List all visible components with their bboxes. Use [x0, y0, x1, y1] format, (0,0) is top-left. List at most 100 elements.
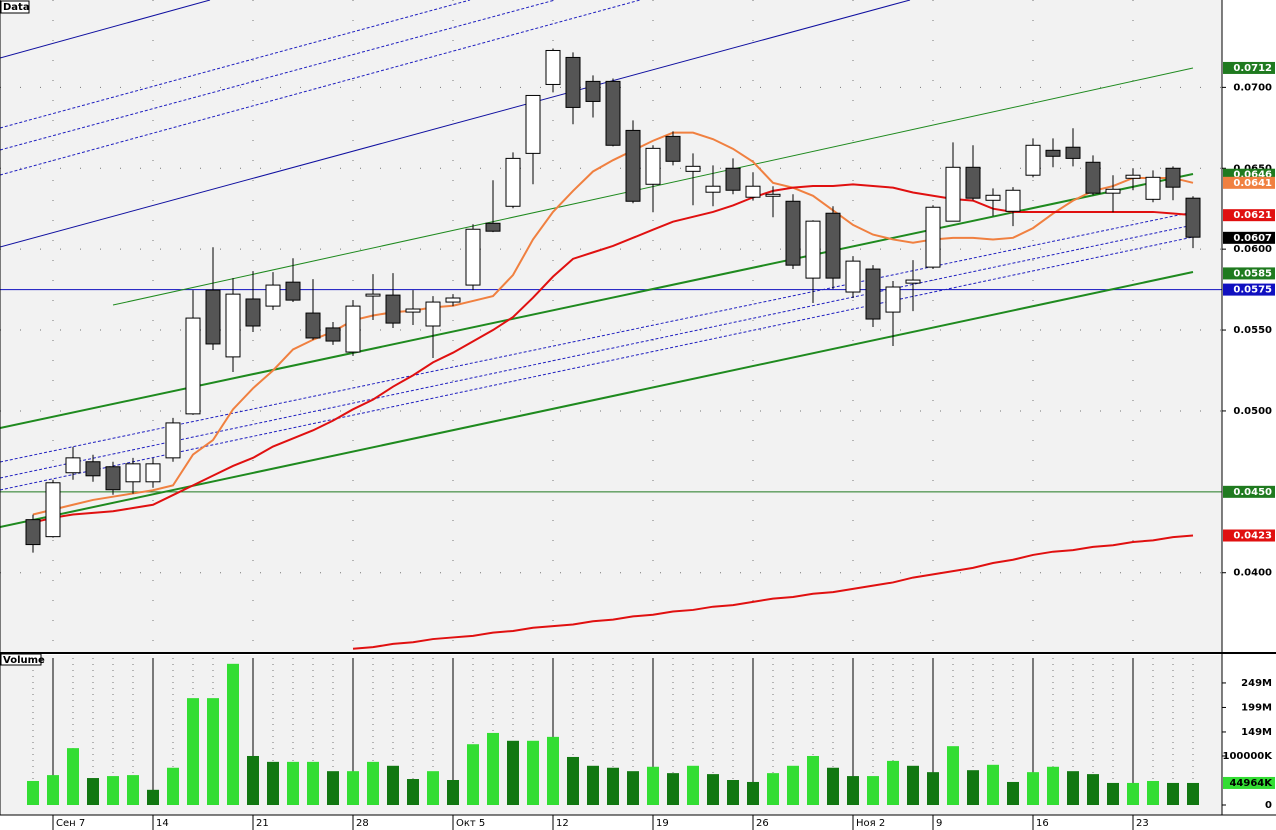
volume-bar [1007, 781, 1019, 805]
price-marker-label: 0.0641 [1233, 178, 1272, 189]
trend-line [0, 0, 641, 176]
volume-bar [927, 772, 939, 805]
candle-body [765, 193, 781, 197]
trend-line [0, 224, 1194, 479]
volume-bar [847, 776, 859, 805]
x-tick-label: 26 [756, 818, 769, 829]
volume-bar [147, 789, 159, 805]
price-marker-label: 0.0423 [1233, 531, 1272, 542]
pane-title: Volume [3, 655, 45, 666]
volume-bar [687, 765, 699, 805]
candle-body [445, 297, 461, 303]
volume-bar [1107, 782, 1119, 805]
y-tick-label: 0 [1265, 800, 1272, 811]
candle-body [245, 298, 261, 327]
candle-body [785, 200, 801, 266]
volume-bar [907, 765, 919, 805]
volume-bar [1147, 780, 1159, 805]
volume-bar [467, 744, 479, 805]
y-tick-label: 0.0500 [1233, 406, 1272, 417]
volume-bar [407, 779, 419, 805]
candle-body [1125, 174, 1141, 179]
y-tick-label: 0.0600 [1233, 244, 1272, 255]
volume-bar [27, 780, 39, 805]
candle-body [1085, 161, 1101, 194]
candle-body [625, 129, 641, 202]
y-tick-label: 0.0700 [1233, 82, 1272, 93]
candle-body [365, 293, 381, 297]
candle-body [705, 185, 721, 193]
volume-bar [547, 736, 559, 805]
volume-bar [207, 698, 219, 805]
volume-bar [527, 740, 539, 805]
volume-bar [607, 767, 619, 805]
trend-lines [0, 0, 1194, 528]
candle-body [965, 166, 981, 199]
pane-title: Data [3, 2, 30, 13]
volume-bar [107, 776, 119, 805]
candle-body [25, 519, 41, 546]
price-marker-label: 0.0646 [1233, 170, 1272, 181]
price-marker [1223, 61, 1275, 74]
candle-body [1145, 176, 1161, 200]
volume-bar [87, 778, 99, 805]
trend-line [0, 0, 211, 59]
moving-average-line [32, 131, 1194, 516]
x-tick-label: 19 [656, 818, 669, 829]
volume-bar [487, 732, 499, 805]
price-marker-label: 0.0607 [1233, 233, 1272, 244]
candle-body [865, 268, 881, 320]
candle-body [325, 327, 341, 342]
price-marker-label: 0.0450 [1233, 487, 1272, 498]
volume-bar [767, 773, 779, 805]
candle-body [65, 457, 81, 474]
volume-bar [1127, 782, 1139, 805]
volume-bar [167, 767, 179, 805]
price-marker [1223, 529, 1275, 542]
x-tick-label: 23 [1136, 818, 1149, 829]
volume-bar [887, 760, 899, 805]
trend-line [0, 0, 471, 129]
candle-body [185, 317, 201, 415]
volume-bar [707, 774, 719, 805]
volume-bar [127, 775, 139, 805]
volume-bar [307, 761, 319, 805]
volume-bar [367, 761, 379, 805]
volume-bar [1047, 766, 1059, 805]
volume-bar [567, 756, 579, 805]
volume-bar [47, 775, 59, 805]
candle-body [105, 466, 121, 491]
candle-body [845, 260, 861, 293]
candle-body [85, 461, 101, 477]
volume-bar [347, 771, 359, 805]
volume-bar [967, 770, 979, 805]
candle-body [525, 94, 541, 154]
y-tick-label: 149M [1241, 727, 1272, 738]
volume-bar [387, 765, 399, 805]
candle-body [1065, 146, 1081, 159]
volume-bar [987, 764, 999, 805]
volume-bar [1187, 782, 1199, 805]
candle-body [485, 222, 501, 232]
candle-body [985, 194, 1001, 201]
candle-body [145, 463, 161, 483]
candle-body [1185, 197, 1201, 238]
y-tick-label: 249M [1241, 678, 1272, 689]
candle-body [585, 80, 601, 102]
y-tick-label: 100000K [1223, 751, 1274, 762]
trend-line [0, 0, 556, 151]
volume-bar [287, 761, 299, 805]
candle-body [285, 281, 301, 301]
price-marker [1223, 485, 1275, 498]
candle-body [905, 279, 921, 284]
candle-body [725, 167, 741, 191]
candle-body [385, 294, 401, 324]
volume-bar [647, 766, 659, 805]
price-marker-label: 0.0621 [1233, 210, 1272, 221]
price-marker-label: 0.0575 [1233, 285, 1272, 296]
volume-bar [867, 776, 879, 805]
volume-bar [627, 771, 639, 805]
x-tick-label: Ноя 2 [856, 818, 885, 829]
pane-title-box [0, 0, 30, 14]
volume-bar [67, 748, 79, 805]
